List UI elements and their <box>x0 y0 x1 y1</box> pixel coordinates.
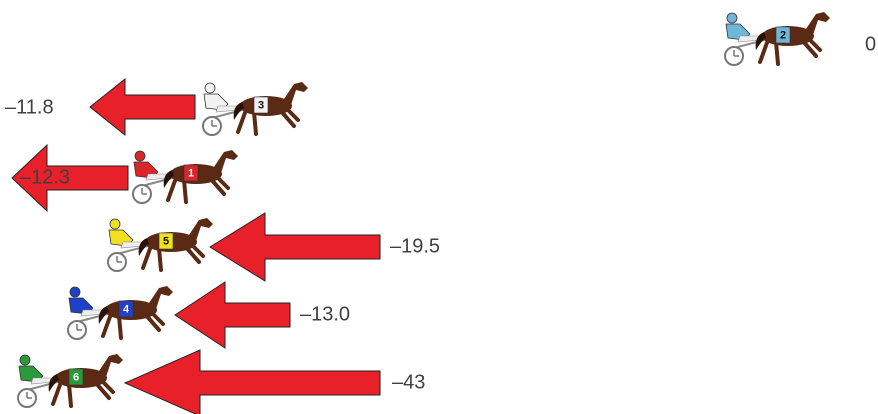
horse-neck <box>804 12 830 38</box>
time-label: 0.0 <box>865 33 878 55</box>
driver-head <box>727 13 737 23</box>
horse-leg <box>53 382 61 404</box>
saddle-number: 5 <box>163 235 169 247</box>
time-label: –12.3 <box>20 166 70 188</box>
horse-leg <box>143 246 151 268</box>
horse-neck <box>147 286 173 312</box>
time-label: –43 <box>392 371 425 393</box>
time-label: –19.5 <box>390 235 440 257</box>
arrow <box>210 213 380 281</box>
saddle-number: 3 <box>258 99 264 111</box>
horse-leg <box>168 178 176 200</box>
horse: 5 <box>108 218 213 271</box>
diagram: 2 3 1 5 4 6 0.0 –11.8 –12.3 –19.5 –13.0 –43 <box>0 0 878 414</box>
saddle-number: 4 <box>123 303 130 315</box>
horse-leg <box>254 112 256 134</box>
horse: 4 <box>68 286 173 339</box>
horse-leg <box>119 316 121 338</box>
arrow <box>125 350 380 414</box>
horse-leg <box>159 248 161 270</box>
driver-head <box>70 287 80 297</box>
horse-neck <box>97 354 123 380</box>
arrow <box>90 79 195 135</box>
horse-neck <box>282 82 308 108</box>
horse-leg <box>776 42 778 64</box>
driver-head <box>135 151 145 161</box>
horse-neck <box>187 218 213 244</box>
arrow <box>175 282 290 348</box>
horse: 6 <box>18 354 123 407</box>
driver-head <box>110 219 120 229</box>
saddle-number: 6 <box>73 371 79 383</box>
horse: 2 <box>725 12 830 65</box>
time-label: –13.0 <box>300 303 350 325</box>
driver-head <box>20 355 30 365</box>
driver-head <box>205 83 215 93</box>
saddle-number: 2 <box>780 29 786 41</box>
horse-neck <box>212 150 238 176</box>
horse-leg <box>238 110 246 132</box>
horse-leg <box>69 384 71 406</box>
horse: 1 <box>133 150 238 203</box>
horse-leg <box>760 40 768 62</box>
horse-leg <box>103 314 111 336</box>
horse-leg <box>184 180 186 202</box>
horse: 3 <box>203 82 308 135</box>
time-label: –11.8 <box>5 96 54 118</box>
saddle-number: 1 <box>188 167 194 179</box>
